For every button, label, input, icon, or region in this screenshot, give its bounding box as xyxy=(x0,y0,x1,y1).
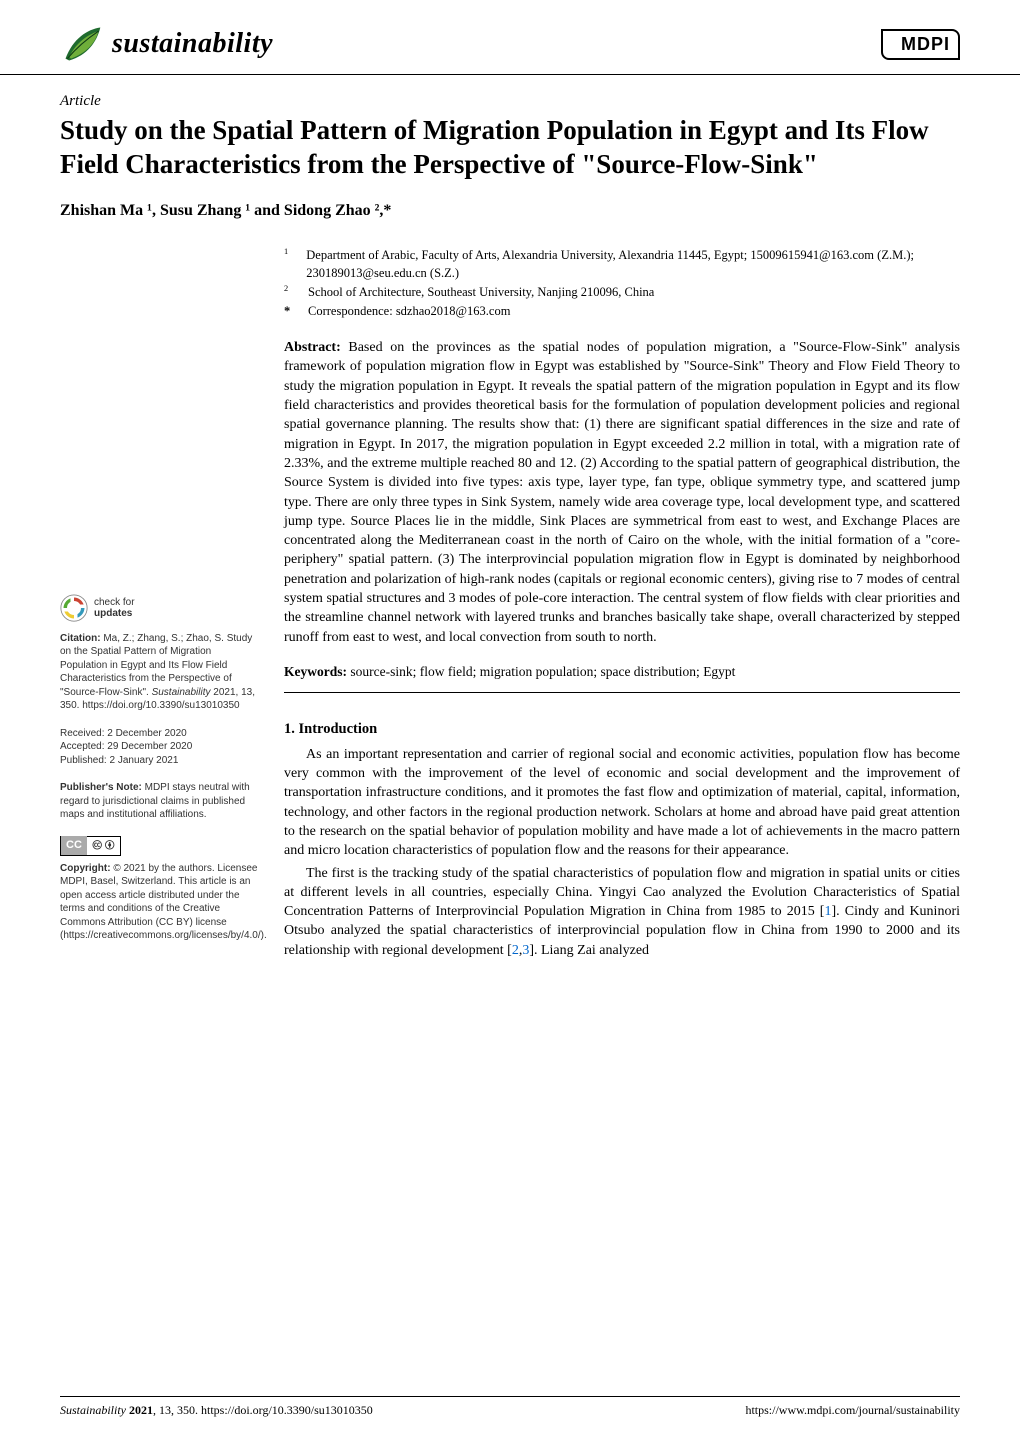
check-updates-text: check for updates xyxy=(94,597,135,619)
keywords-text: source-sink; flow field; migration popul… xyxy=(347,664,735,679)
intro-para-1: As an important representation and carri… xyxy=(284,745,960,861)
p2-d: ]. Liang Zai analyzed xyxy=(529,943,649,958)
authors-text: Zhishan Ma ¹, Susu Zhang ¹ and Sidong Zh… xyxy=(60,202,391,219)
citation-label: Citation: xyxy=(60,633,101,644)
copyright-text: © 2021 by the authors. Licensee MDPI, Ba… xyxy=(60,863,267,942)
publisher-note-label: Publisher's Note: xyxy=(60,782,142,793)
check-updates-icon xyxy=(60,594,88,622)
journal-brand: sustainability xyxy=(60,22,273,66)
article-title: Study on the Spatial Pattern of Migratio… xyxy=(60,114,960,182)
footer-left: Sustainability 2021, 13, 350. https://do… xyxy=(60,1403,373,1418)
dates-block: Received: 2 December 2020 Accepted: 29 D… xyxy=(60,727,260,768)
aff1-text: Department of Arabic, Faculty of Arts, A… xyxy=(306,246,960,282)
check-for-updates[interactable]: check for updates xyxy=(60,594,260,622)
article-type: Article xyxy=(60,93,960,110)
aff2-num: 2 xyxy=(284,283,296,301)
sidebar-spacer xyxy=(60,246,260,594)
aff1-num: 1 xyxy=(284,246,294,282)
footer-journal: Sustainability xyxy=(60,1403,129,1417)
date-published: Published: 2 January 2021 xyxy=(60,754,260,768)
aff2-text: School of Architecture, Southeast Univer… xyxy=(308,283,654,301)
ref-link-2[interactable]: 2 xyxy=(512,943,519,958)
citation-journal: Sustainability xyxy=(152,687,211,698)
intro-para-2: The first is the tracking study of the s… xyxy=(284,864,960,961)
check-line2: updates xyxy=(94,608,135,619)
section-1-heading: 1. Introduction xyxy=(284,719,960,739)
sidebar-column: check for updates Citation: Ma, Z.; Zhan… xyxy=(60,246,260,964)
cc-license-badge: CC 🅭 🅯 xyxy=(60,836,260,862)
main-column: 1 Department of Arabic, Faculty of Arts,… xyxy=(284,246,960,964)
check-line1: check for xyxy=(94,597,135,608)
footer-year: 2021 xyxy=(129,1403,153,1417)
abstract-block: Abstract: Based on the provinces as the … xyxy=(284,338,960,647)
abstract-text: Based on the provinces as the spatial no… xyxy=(284,340,960,645)
footer-tail: , 13, 350. https://doi.org/10.3390/su130… xyxy=(153,1403,373,1417)
publisher-logo: MDPI xyxy=(881,29,960,60)
cc-badge-left: CC xyxy=(61,836,87,855)
sustainability-leaf-icon xyxy=(60,22,104,66)
footer-right: https://www.mdpi.com/journal/sustainabil… xyxy=(745,1403,960,1418)
corr-text: Correspondence: sdzhao2018@163.com xyxy=(308,302,510,320)
main-content: Article Study on the Spatial Pattern of … xyxy=(0,75,1020,963)
publisher-note-block: Publisher's Note: MDPI stays neutral wit… xyxy=(60,781,260,822)
cc-badge-icons: 🅭 🅯 xyxy=(87,836,120,855)
date-accepted: Accepted: 29 December 2020 xyxy=(60,740,260,754)
copyright-label: Copyright: xyxy=(60,863,111,874)
keywords-label: Keywords: xyxy=(284,664,347,679)
copyright-block: Copyright: © 2021 by the authors. Licens… xyxy=(60,862,260,943)
keywords-block: Keywords: source-sink; flow field; migra… xyxy=(284,663,960,682)
abstract-label: Abstract: xyxy=(284,340,341,355)
two-column-layout: check for updates Citation: Ma, Z.; Zhan… xyxy=(60,246,960,964)
keywords-rule xyxy=(284,692,960,693)
header-bar: sustainability MDPI xyxy=(0,0,1020,75)
authors-line: Zhishan Ma ¹, Susu Zhang ¹ and Sidong Zh… xyxy=(60,202,960,220)
footer-bar: Sustainability 2021, 13, 350. https://do… xyxy=(60,1396,960,1418)
journal-name: sustainability xyxy=(112,28,273,60)
affiliation-1: 1 Department of Arabic, Faculty of Arts,… xyxy=(284,246,960,282)
correspondence: * Correspondence: sdzhao2018@163.com xyxy=(284,302,960,320)
affiliations-block: 1 Department of Arabic, Faculty of Arts,… xyxy=(284,246,960,321)
corr-star: * xyxy=(284,302,296,320)
citation-block: Citation: Ma, Z.; Zhang, S.; Zhao, S. St… xyxy=(60,632,260,713)
date-received: Received: 2 December 2020 xyxy=(60,727,260,741)
affiliation-2: 2 School of Architecture, Southeast Univ… xyxy=(284,283,960,301)
